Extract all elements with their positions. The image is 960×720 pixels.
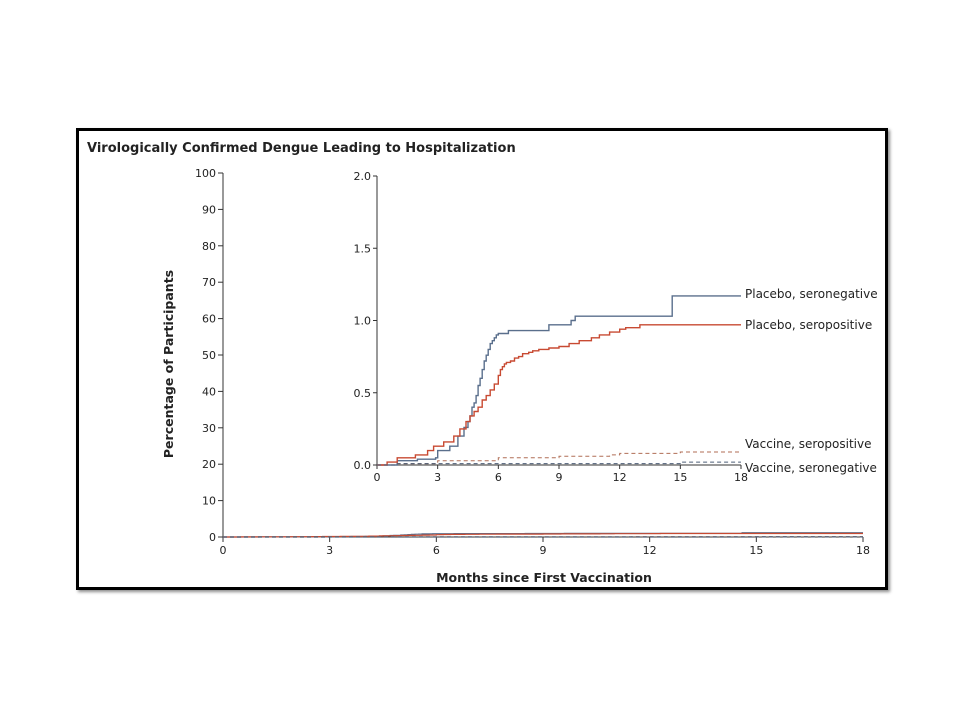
inset-plot-area bbox=[377, 295, 741, 466]
main-x-tick-label: 12 bbox=[643, 544, 657, 557]
inset-x-tick-label: 9 bbox=[556, 471, 563, 484]
main-x-tick-label: 0 bbox=[220, 544, 227, 557]
main-x-tick-label: 18 bbox=[856, 544, 870, 557]
main-y-tick-label: 40 bbox=[202, 385, 216, 398]
main-x-tick-label: 6 bbox=[433, 544, 440, 557]
main-y-tick-label: 20 bbox=[202, 458, 216, 471]
chart-title: Virologically Confirmed Dengue Leading t… bbox=[87, 141, 516, 156]
main-y-tick-label: 70 bbox=[202, 276, 216, 289]
series-label-placebo-seropositive: Placebo, seropositive bbox=[745, 318, 872, 332]
inset-y-tick-label: 1.5 bbox=[354, 242, 372, 255]
series-label-vaccine-seropositive: Vaccine, seropositive bbox=[745, 437, 872, 451]
main-y-tick-label: 100 bbox=[195, 167, 216, 180]
x-axis-title: Months since First Vaccination bbox=[436, 570, 652, 585]
main-y-tick-label: 60 bbox=[202, 313, 216, 326]
inset-x-tick-label: 3 bbox=[434, 471, 441, 484]
series-labels: Placebo, seronegative Placebo, seropositi… bbox=[745, 287, 878, 475]
main-x-tick-label: 15 bbox=[749, 544, 763, 557]
inset-x-tick-label: 0 bbox=[374, 471, 381, 484]
series-label-vaccine-seronegative: Vaccine, seronegative bbox=[745, 461, 877, 475]
main-plot-area bbox=[223, 532, 863, 538]
y-axis-title: Percentage of Participants bbox=[161, 270, 176, 458]
inset-x-tick-label: 18 bbox=[734, 471, 748, 484]
main-y-tick-label: 80 bbox=[202, 240, 216, 253]
main-y-tick-label: 90 bbox=[202, 203, 216, 216]
inset-axes: 0.0 0.5 1.0 1.5 2.0 0 3 6 9 12 15 18 bbox=[354, 170, 749, 484]
inset-y-tick-label: 2.0 bbox=[354, 170, 372, 183]
chart-figure: Virologically Confirmed Dengue Leading t… bbox=[76, 128, 888, 590]
main-y-tick-label: 30 bbox=[202, 422, 216, 435]
inset-x-tick-label: 15 bbox=[673, 471, 687, 484]
inset-series-vaccine-seronegative bbox=[377, 461, 741, 466]
inset-series-placebo-seronegative bbox=[377, 295, 741, 466]
inset-y-tick-label: 1.0 bbox=[354, 315, 372, 328]
series-label-placebo-seronegative: Placebo, seronegative bbox=[745, 287, 878, 301]
chart-svg: Virologically Confirmed Dengue Leading t… bbox=[87, 141, 878, 585]
main-y-tick-label: 10 bbox=[202, 495, 216, 508]
inset-x-tick-label: 12 bbox=[613, 471, 627, 484]
main-y-tick-label: 0 bbox=[209, 531, 216, 544]
main-x-tick-label: 3 bbox=[326, 544, 333, 557]
inset-series-placebo-seropositive bbox=[377, 324, 741, 466]
main-x-tick-label: 9 bbox=[540, 544, 547, 557]
inset-x-tick-label: 6 bbox=[495, 471, 502, 484]
inset-y-tick-label: 0.0 bbox=[354, 459, 372, 472]
main-series-placebo-seropositive bbox=[223, 532, 863, 538]
main-y-tick-label: 50 bbox=[202, 349, 216, 362]
inset-y-tick-label: 0.5 bbox=[354, 387, 372, 400]
